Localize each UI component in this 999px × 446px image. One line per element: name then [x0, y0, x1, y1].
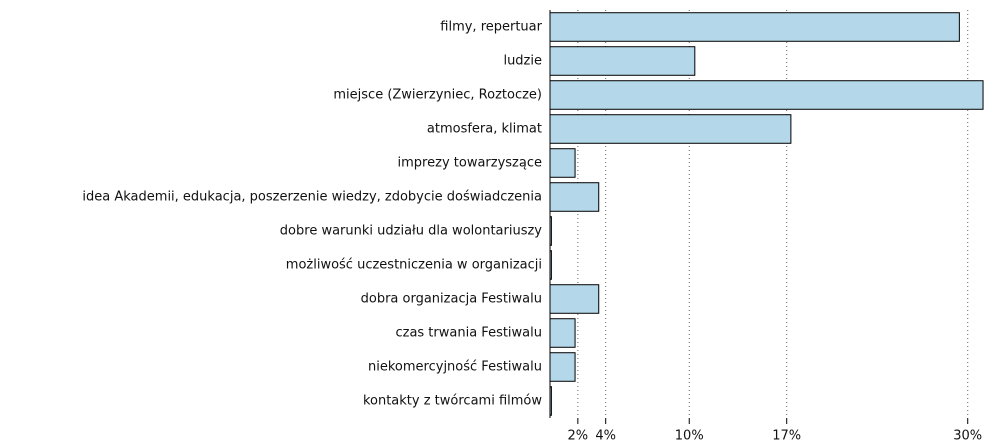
bar	[549, 386, 552, 416]
y-tick-label: niekomercyjność Festiwalu	[368, 360, 542, 375]
y-tick-label: kontakty z twórcami filmów	[363, 394, 542, 409]
bar	[549, 250, 552, 280]
x-tick-label: 30%	[953, 429, 982, 444]
bar	[549, 182, 600, 212]
y-tick-label: dobra organizacja Festiwalu	[361, 292, 542, 307]
bar	[549, 148, 576, 178]
bar	[549, 284, 600, 314]
x-tick-label: 10%	[675, 429, 704, 444]
bar	[549, 46, 696, 76]
bar	[549, 12, 960, 42]
y-tick-label: miejsce (Zwierzyniec, Roztocze)	[333, 88, 542, 103]
x-tick-label: 4%	[595, 429, 616, 444]
y-tick-label: czas trwania Festiwalu	[395, 326, 542, 341]
bar	[549, 318, 576, 348]
y-tick-label: atmosfera, klimat	[427, 122, 542, 137]
bar	[549, 352, 576, 382]
bar	[549, 80, 984, 110]
y-tick-label: możliwość uczestniczenia w organizacji	[286, 258, 542, 273]
y-tick-label: filmy, repertuar	[440, 20, 542, 35]
bar	[549, 114, 792, 144]
x-tick-label: 2%	[568, 429, 589, 444]
y-tick-label: idea Akademii, edukacja, poszerzenie wie…	[82, 190, 542, 205]
y-tick-label: dobre warunki udziału dla wolontariuszy	[280, 224, 543, 239]
x-tick-label: 17%	[772, 429, 801, 444]
bar	[549, 216, 552, 246]
y-tick-label: ludzie	[503, 54, 542, 69]
y-tick-label: imprezy towarzyszące	[398, 156, 542, 171]
